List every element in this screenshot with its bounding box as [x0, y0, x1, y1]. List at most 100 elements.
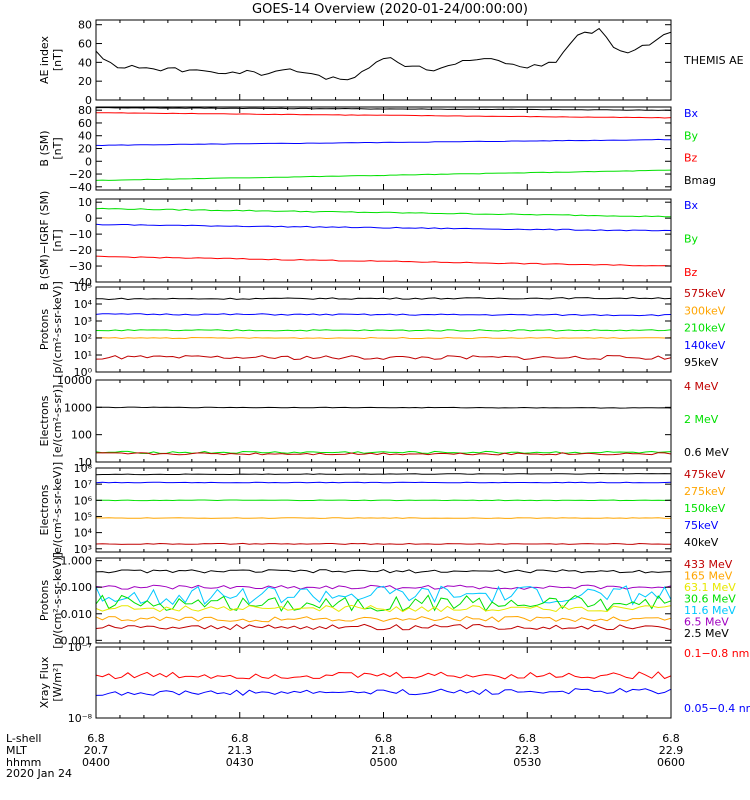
y-tick-label: 10⁵ [74, 281, 92, 294]
footer-mlt-value: 21.3 [228, 744, 253, 757]
y-tick-label: −20 [69, 168, 92, 181]
footer-row-label: hhmm [6, 756, 41, 769]
series-line-electrons2-40kev [96, 472, 671, 476]
legend-label-433-mev: 433 MeV [684, 558, 733, 571]
series-line-electrons2-75kev [96, 481, 671, 484]
y-tick-label: 0.001 [61, 634, 93, 647]
legend-label-2-mev: 2 MeV [684, 413, 719, 426]
series-line-xray-0-1-0-8-nm [96, 671, 671, 680]
series-line-protons1-300kev [96, 336, 671, 340]
y-tick-label: 10³ [74, 543, 92, 556]
legend-label-6-5-mev: 6.5 MeV [684, 616, 729, 629]
y-axis-label: B (SM)−IGRF (SM) [38, 191, 51, 291]
legend-label-themis-ae: THEMIS AE [683, 54, 744, 67]
panel-frame [95, 467, 672, 553]
footer-lshell-value: 6.8 [87, 732, 105, 745]
footer-lshell-value: 6.8 [662, 732, 680, 745]
legend-label-140kev: 140keV [684, 339, 726, 352]
footer-hhmm-value: 0600 [657, 756, 685, 769]
legend-label-275kev: 275keV [684, 485, 726, 498]
panel-electrons2: 10³ 10⁴ 10⁵ 10⁶ 10⁷ 10⁸ Electrons [e/(cm²-s-sr-… [38, 462, 726, 558]
series-line-bigrf-bz [96, 255, 671, 267]
legend-label-bx: Bx [684, 199, 699, 212]
y-axis-label: [e/(cm²-s-sr)] [51, 385, 64, 458]
series-line-protons2-30-6-mev [96, 594, 671, 612]
y-tick-label: 10⁴ [74, 298, 93, 311]
y-tick-label: 20 [78, 143, 92, 156]
y-tick-label: 0 [85, 155, 92, 168]
y-tick-label: 10⁻⁸ [68, 712, 93, 725]
y-axis-label: Protons [38, 309, 51, 350]
y-tick-label: 10 [78, 456, 92, 469]
y-axis-label: [e/(cm²-s-sr-keV)] [51, 462, 64, 558]
legend-label-11-6-mev: 11.6 MeV [684, 604, 736, 617]
footer-mlt-value: 20.7 [84, 744, 109, 757]
legend-label-bz: Bz [684, 266, 698, 279]
footer-lshell-value: 6.8 [375, 732, 393, 745]
panel-electrons1: 10 100 1000 10000 Electrons [e/(cm²-s-sr)] 4 M… [38, 374, 729, 469]
y-tick-label: −40 [69, 276, 92, 289]
legend-label-0-1-0-8-nm: 0.1−0.8 nm [684, 647, 749, 660]
y-axis-label: [nT] [51, 229, 64, 251]
footer-hhmm-value: 0500 [370, 756, 398, 769]
panel-xray: 10⁻⁸ 10⁻⁷ Xray Flux [W/m²] 0.1−0.8 nm 0.05−0.… [38, 641, 750, 725]
footer-row-label: MLT [6, 744, 27, 757]
legend-label-150kev: 150keV [684, 502, 726, 515]
y-tick-label: 0.100 [61, 581, 93, 594]
legend-label-bmag: Bmag [684, 174, 716, 187]
panel-frame [95, 646, 672, 719]
legend-label-575kev: 575keV [684, 287, 726, 300]
series-line-protons1-140kev [96, 313, 671, 317]
y-axis-label: Electrons [38, 484, 51, 535]
series-line-xray-0-05-0-4-nm [96, 687, 671, 696]
series-line-protons2-11-6-mev [96, 585, 671, 606]
legend-label-0-05-0-4-nm: 0.05−0.4 nm [684, 702, 750, 715]
footer-lshell-value: 6.8 [519, 732, 537, 745]
legend-label-by: By [684, 129, 699, 142]
series-line-bigrf-by [96, 207, 671, 218]
series-line-electrons2-275kev [96, 517, 671, 519]
footer-hhmm-value: 0530 [513, 756, 541, 769]
panel-frame [95, 198, 672, 283]
y-axis-label: Protons [38, 580, 51, 621]
series-line-bsm-by [96, 169, 671, 181]
y-tick-label: 10² [74, 332, 92, 345]
y-tick-label: 1000 [64, 401, 92, 414]
footer-hhmm-value: 0400 [82, 756, 110, 769]
y-tick-label: 10⁷ [74, 478, 92, 491]
panel-bigrf: −40 −30 −20 −10 0 10 B (SM)−IGRF (SM) [nT] Bx By B… [38, 191, 699, 291]
legend-label-bz: Bz [684, 152, 698, 165]
footer-mlt-value: 22.9 [659, 744, 684, 757]
legend-label-95kev: 95keV [684, 356, 719, 369]
series-line-protons2-165-mev [96, 615, 671, 623]
footer-lshell-value: 6.8 [231, 732, 249, 745]
y-axis-label: [W/m²] [51, 663, 64, 701]
legend-label-210kev: 210keV [684, 322, 726, 335]
y-tick-label: 10 [78, 196, 92, 209]
series-line-electrons1-0-6-mev [96, 406, 671, 409]
y-axis-label: [nT] [51, 137, 64, 159]
panel-frame [95, 106, 672, 191]
legend-label-2-5-mev: 2.5 MeV [684, 627, 729, 640]
y-axis-label: Electrons [38, 395, 51, 446]
y-tick-label: 10⁰ [74, 366, 93, 379]
y-axis-label: [p/(cm²-s-sr-keV)] [51, 552, 64, 649]
footer-row-label: L-shell [6, 732, 42, 745]
y-tick-label: 0 [85, 94, 92, 107]
legend-label-bx: Bx [684, 107, 699, 120]
legend-label-4-mev: 4 MeV [684, 380, 719, 393]
legend-label-30-6-mev: 30.6 MeV [684, 593, 736, 606]
legend-label-75kev: 75keV [684, 519, 719, 532]
legend-label-475kev: 475keV [684, 468, 726, 481]
y-tick-label: 10⁵ [74, 510, 92, 523]
y-tick-label: 0 [85, 212, 92, 225]
series-line-protons1-575kev [96, 354, 671, 361]
panel-protons1: 10⁰ 10¹ 10² 10³ 10⁴ 10⁵ Protons [p/(cm²-s-sr-ke… [38, 281, 726, 379]
footer-mlt-value: 21.8 [371, 744, 396, 757]
series-line-bigrf-bx [96, 223, 671, 232]
y-axis-label: AE index [38, 35, 51, 84]
series-line-protons2-2-5-mev [96, 569, 671, 574]
